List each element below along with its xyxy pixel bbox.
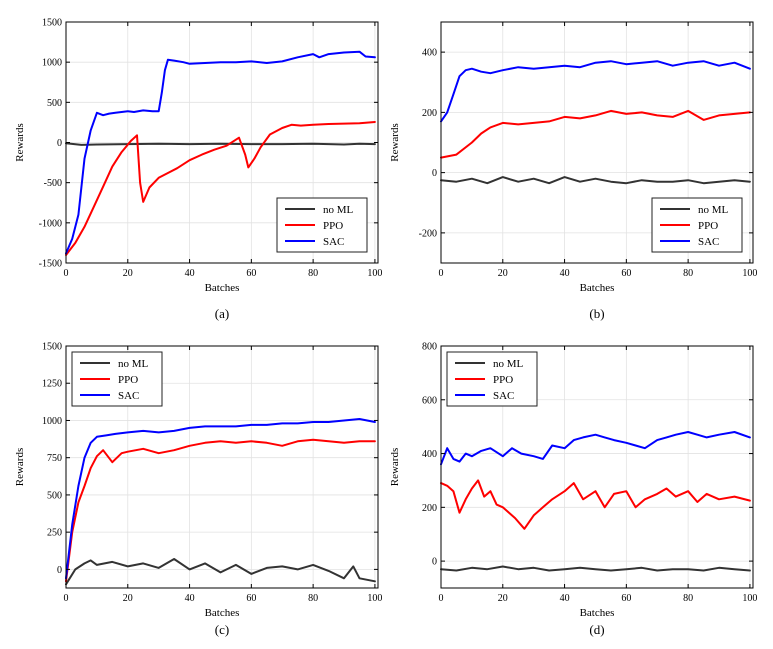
x-axis-label: Batches: [580, 282, 615, 294]
legend-label-ppo: PPO: [323, 220, 343, 232]
x-axis-label: Batches: [580, 607, 615, 619]
x-tick-label: 20: [123, 593, 133, 604]
legend-label-no-ml: no ML: [118, 358, 149, 370]
y-tick-label: 1250: [42, 379, 62, 390]
x-tick-label: 60: [621, 268, 631, 279]
y-tick-label: 1000: [42, 416, 62, 427]
y-tick-label: 200: [422, 503, 437, 514]
x-axis-label: Batches: [205, 282, 240, 294]
x-tick-label: 0: [64, 268, 69, 279]
x-axis-label: Batches: [205, 607, 240, 619]
x-tick-label: 40: [560, 593, 570, 604]
legend: no ML PPO SAC: [651, 197, 743, 253]
y-axis-label: Rewards: [389, 448, 401, 487]
x-tick-label: 100: [367, 268, 382, 279]
chart-a: 0 20 40 60 80 100 -1500 -1000 -500 0 500 1000 1500 Ba…: [14, 18, 382, 322]
chart-a-series-sac: [65, 50, 376, 255]
legend-label-ppo: PPO: [698, 220, 718, 232]
x-tick-label: 60: [621, 593, 631, 604]
x-tick-label: 0: [439, 268, 444, 279]
x-tick-label: 100: [742, 268, 757, 279]
y-tick-label: 0: [57, 138, 62, 149]
x-tick-label: 100: [742, 593, 757, 604]
panel-caption: (b): [589, 306, 604, 321]
panel-caption: (a): [215, 306, 229, 321]
x-tick-label: 40: [560, 268, 570, 279]
chart-b-series-no-ml: [440, 176, 751, 185]
chart-c: 0 20 40 60 80 1000250500750100012501500Batche…: [14, 342, 382, 638]
y-axis-label: Rewards: [14, 123, 26, 162]
panel-caption: (c): [215, 622, 229, 637]
legend: no ML PPO SAC: [446, 351, 538, 407]
legend-box: [446, 351, 538, 407]
y-tick-label: 250: [47, 528, 62, 539]
panel-caption: (d): [589, 622, 604, 637]
x-tick-label: 40: [185, 593, 195, 604]
y-tick-label: -200: [419, 228, 437, 239]
legend-label-sac: SAC: [698, 236, 719, 248]
x-tick-label: 80: [308, 593, 318, 604]
x-tick-label: 60: [246, 593, 256, 604]
chart-d-series-no-ml: [440, 565, 751, 572]
x-tick-label: 20: [498, 268, 508, 279]
y-tick-label: 600: [422, 395, 437, 406]
chart-c-series-no-ml: [65, 558, 376, 586]
legend-label-no-ml: no ML: [493, 358, 524, 370]
y-tick-label: 500: [47, 98, 62, 109]
y-tick-label: 500: [47, 490, 62, 501]
x-tick-label: 80: [683, 268, 693, 279]
chart-c-series-ppo: [65, 438, 376, 583]
y-tick-label: 400: [422, 48, 437, 59]
legend-label-sac: SAC: [493, 390, 514, 402]
legend: no ML PPO SAC: [71, 351, 163, 407]
y-tick-label: -1000: [39, 218, 62, 229]
y-tick-label: 1500: [42, 18, 62, 29]
y-tick-label: -1500: [39, 259, 62, 270]
chart-b-series-sac: [440, 60, 751, 123]
legend-label-ppo: PPO: [118, 374, 138, 386]
y-tick-label: 1000: [42, 58, 62, 69]
x-tick-label: 80: [308, 268, 318, 279]
legend-label-no-ml: no ML: [698, 204, 729, 216]
legend-label-sac: SAC: [323, 236, 344, 248]
y-tick-label: 1500: [42, 342, 62, 353]
chart-c-series-sac: [65, 418, 376, 580]
chart-b: 0 20 40 60 80 100 -200 0 200 400 Batches Rewards (b)…: [389, 21, 757, 321]
x-tick-label: 60: [246, 268, 256, 279]
x-tick-label: 20: [123, 268, 133, 279]
chart-d-series-sac: [440, 431, 751, 466]
x-tick-label: 100: [367, 593, 382, 604]
y-tick-label: 0: [57, 565, 62, 576]
legend: no ML PPO SAC: [276, 197, 368, 253]
y-tick-label: -500: [44, 178, 62, 189]
x-tick-label: 80: [683, 593, 693, 604]
y-tick-label: 800: [422, 342, 437, 353]
y-tick-label: 400: [422, 449, 437, 460]
y-tick-label: 0: [432, 168, 437, 179]
y-tick-label: 0: [432, 557, 437, 568]
chart-a-series-ppo: [65, 121, 376, 256]
chart-d-series-ppo: [440, 479, 751, 530]
chart-b-series-ppo: [440, 109, 751, 159]
y-axis-label: Rewards: [389, 123, 401, 162]
x-tick-label: 40: [185, 268, 195, 279]
axes-frame: [440, 345, 754, 589]
y-tick-label: 200: [422, 108, 437, 119]
x-tick-label: 0: [439, 593, 444, 604]
y-axis-label: Rewards: [14, 448, 26, 487]
legend-label-ppo: PPO: [493, 374, 513, 386]
x-tick-label: 20: [498, 593, 508, 604]
y-tick-label: 750: [47, 453, 62, 464]
x-tick-label: 0: [64, 593, 69, 604]
legend-label-sac: SAC: [118, 390, 139, 402]
chart-d: 0 20 40 60 80 100 0 200 400 600 800 Batches Rewards (…: [389, 342, 757, 638]
chart-a-series-no-ml: [65, 142, 376, 146]
axes-frame: [65, 345, 379, 589]
axes-frame: [440, 21, 754, 264]
legend-label-no-ml: no ML: [323, 204, 354, 216]
